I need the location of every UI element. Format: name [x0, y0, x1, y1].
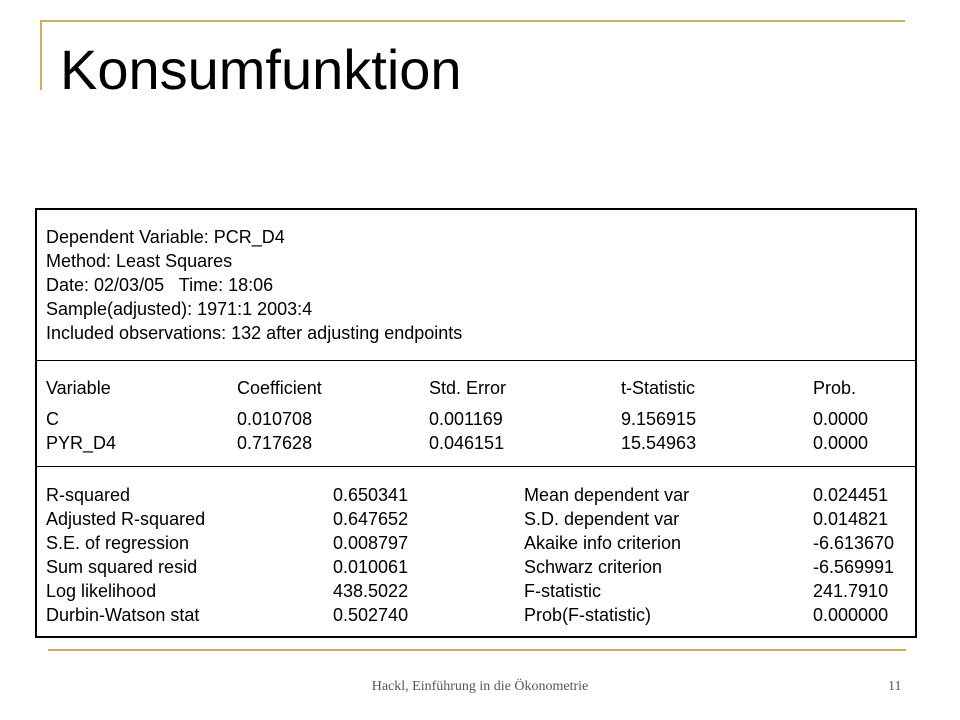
stat-r-squared-value: 0.650341 [333, 485, 409, 505]
col-header-prob: Prob. [813, 378, 857, 398]
header-observations: Included observations: 132 after adjusti… [46, 323, 463, 343]
coef-row-pyr-variable: PYR_D4 [46, 433, 117, 453]
stat-adj-r-squared-value: 0.647652 [333, 509, 409, 529]
coef-row-pyr-prob: 0.0000 [813, 433, 869, 453]
stat-f-statistic-value: 241.7910 [813, 581, 889, 601]
decor-line-bottom [48, 649, 906, 651]
stat-schwarz-label: Schwarz criterion [524, 557, 663, 577]
decor-line-top [40, 20, 905, 22]
divider-coefficients [37, 466, 915, 467]
stat-r-squared-label: R-squared [46, 485, 131, 505]
header-date-time: Date: 02/03/05 Time: 18:06 [46, 275, 274, 295]
stat-mean-dep-label: Mean dependent var [524, 485, 690, 505]
coef-row-pyr-coefficient: 0.717628 [237, 433, 313, 453]
stat-akaike-label: Akaike info criterion [524, 533, 682, 553]
header-dependent-variable: Dependent Variable: PCR_D4 [46, 227, 285, 247]
coef-row-c-std-error: 0.001169 [429, 409, 503, 429]
stat-log-likelihood-value: 438.5022 [333, 581, 409, 601]
coef-row-pyr-std-error: 0.046151 [429, 433, 505, 453]
stat-adj-r-squared-label: Adjusted R-squared [46, 509, 206, 529]
coef-row-c-t-statistic: 9.156915 [621, 409, 697, 429]
stat-ssr-label: Sum squared resid [46, 557, 198, 577]
page-number: 11 [888, 679, 902, 694]
col-header-std-error: Std. Error [429, 378, 507, 398]
slide-title: Konsumfunktion [60, 38, 462, 101]
stat-durbin-watson-value: 0.502740 [333, 605, 409, 625]
header-method: Method: Least Squares [46, 251, 233, 271]
coef-row-c-variable: C [46, 409, 59, 429]
stat-prob-f-label: Prob(F-statistic) [524, 605, 652, 625]
coef-row-c-prob: 0.0000 [813, 409, 869, 429]
col-header-coefficient: Coefficient [237, 378, 322, 398]
footer-author-course: Hackl, Einführung in die Ökonometrie [371, 679, 589, 694]
stat-sd-dep-label: S.D. dependent var [524, 509, 680, 529]
stat-mean-dep-value: 0.024451 [813, 485, 889, 505]
stat-se-regression-value: 0.008797 [333, 533, 409, 553]
decor-line-left [40, 20, 42, 90]
col-header-t-statistic: t-Statistic [621, 378, 696, 398]
col-header-variable: Variable [46, 378, 111, 398]
coef-row-c-coefficient: 0.010708 [237, 409, 313, 429]
divider-header [37, 360, 915, 361]
regression-output-box: Dependent Variable: PCR_D4 Method: Least… [35, 208, 917, 638]
stat-schwarz-value: -6.569991 [813, 557, 895, 577]
coef-row-pyr-t-statistic: 15.54963 [621, 433, 697, 453]
header-sample: Sample(adjusted): 1971:1 2003:4 [46, 299, 313, 319]
stat-f-statistic-label: F-statistic [524, 581, 602, 601]
stat-se-regression-label: S.E. of regression [46, 533, 190, 553]
stat-ssr-value: 0.010061 [333, 557, 409, 577]
stat-akaike-value: -6.613670 [813, 533, 895, 553]
stat-log-likelihood-label: Log likelihood [46, 581, 157, 601]
stat-sd-dep-value: 0.014821 [813, 509, 889, 529]
stat-prob-f-value: 0.000000 [813, 605, 889, 625]
stat-durbin-watson-label: Durbin-Watson stat [46, 605, 200, 625]
